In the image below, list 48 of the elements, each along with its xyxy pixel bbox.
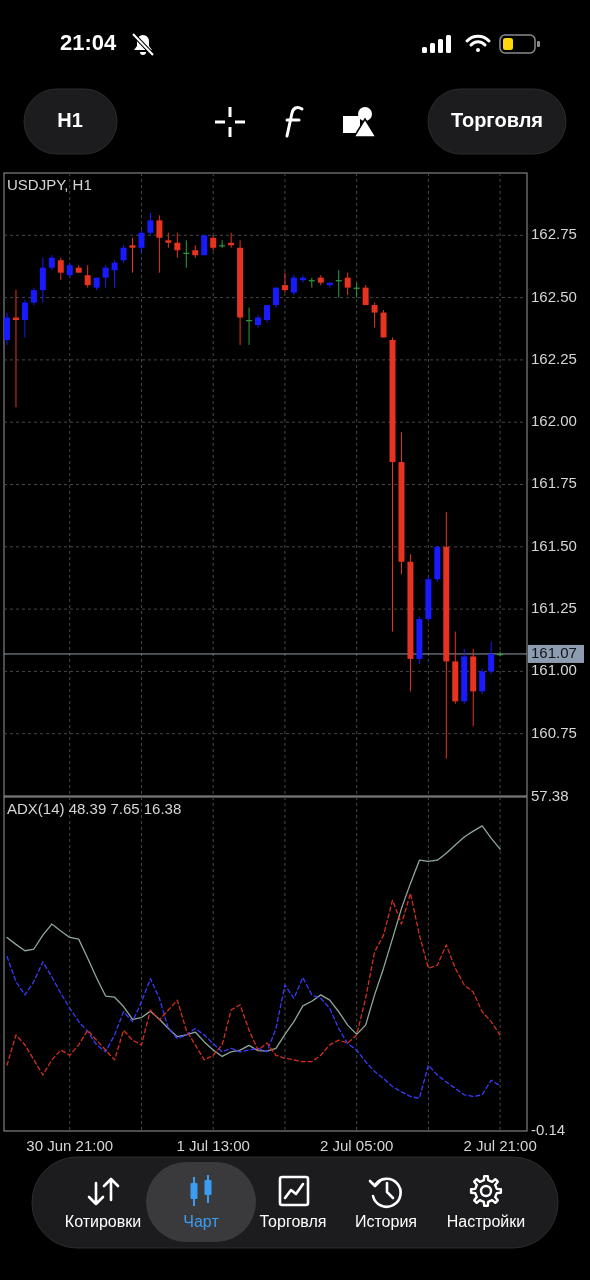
chart-title: ADX(14) 48.39 7.65 16.38 bbox=[7, 799, 182, 817]
candlestick bbox=[371, 302, 378, 328]
candlestick bbox=[156, 214, 163, 274]
y-tick-label: 160.75 bbox=[531, 723, 577, 741]
y-tick-label: 161.00 bbox=[531, 661, 577, 679]
text: Котировки bbox=[64, 1213, 142, 1231]
y-tick-label: 161.25 bbox=[531, 599, 577, 617]
candlestick bbox=[111, 259, 118, 289]
candlestick bbox=[255, 314, 262, 328]
y-tick-label: 57.38 bbox=[531, 786, 569, 804]
candlestick bbox=[138, 229, 145, 254]
candlestick bbox=[147, 212, 154, 236]
candlestick bbox=[84, 264, 91, 289]
candlestick bbox=[290, 274, 297, 296]
y-tick-label: 162.50 bbox=[531, 287, 577, 305]
x-tick-label: 2 Jul 21:00 bbox=[463, 1136, 537, 1154]
text: Торговля bbox=[259, 1213, 327, 1231]
y-tick-label: 161.75 bbox=[531, 474, 577, 492]
candlestick bbox=[129, 237, 136, 274]
line-series bbox=[6, 955, 501, 1099]
candlestick bbox=[102, 264, 109, 289]
candlestick bbox=[4, 312, 10, 346]
candlestick bbox=[174, 232, 181, 259]
text: История bbox=[354, 1213, 418, 1231]
candlestick bbox=[479, 668, 486, 695]
ref-line-label: 161.07 bbox=[531, 643, 577, 661]
y-tick-label: 162.00 bbox=[531, 412, 577, 430]
x-tick-label: 30 Jun 21:00 bbox=[26, 1136, 114, 1154]
text: H1 bbox=[57, 109, 83, 132]
y-tick-label: 162.75 bbox=[531, 225, 577, 243]
line-series bbox=[6, 825, 501, 1058]
y-tick-label: -0.14 bbox=[531, 1120, 566, 1138]
candlestick bbox=[39, 257, 46, 304]
x-tick-label: 2 Jul 05:00 bbox=[319, 1136, 394, 1154]
candlestick bbox=[21, 299, 28, 338]
text: Торговля bbox=[450, 109, 544, 132]
text: 21:04 bbox=[60, 29, 118, 55]
y-tick-label: 162.25 bbox=[531, 349, 577, 367]
line-series bbox=[6, 892, 501, 1076]
x-tick-label: 1 Jul 13:00 bbox=[176, 1136, 250, 1154]
candlestick bbox=[488, 641, 495, 675]
candlestick bbox=[57, 257, 64, 281]
chart-title: USDJPY, H1 bbox=[7, 175, 92, 193]
candlestick bbox=[281, 272, 288, 294]
candlestick bbox=[344, 272, 351, 296]
y-tick-label: 161.50 bbox=[531, 536, 577, 554]
text: Настройки bbox=[446, 1213, 526, 1231]
text: Чарт bbox=[183, 1213, 220, 1231]
